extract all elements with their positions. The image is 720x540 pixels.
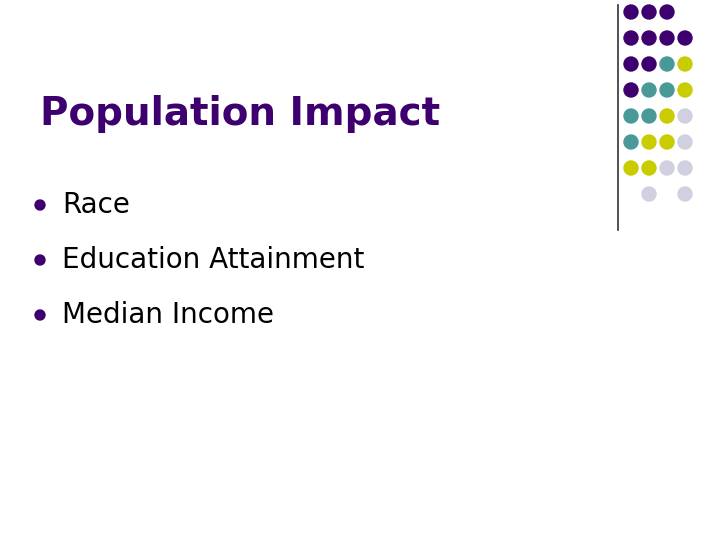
Circle shape [678,135,692,149]
Circle shape [660,161,674,175]
Circle shape [642,187,656,201]
Circle shape [642,57,656,71]
Circle shape [678,161,692,175]
Circle shape [678,57,692,71]
Circle shape [35,200,45,210]
Circle shape [660,135,674,149]
Circle shape [35,255,45,265]
Circle shape [678,83,692,97]
Circle shape [642,31,656,45]
Circle shape [624,135,638,149]
Text: Population Impact: Population Impact [40,95,440,133]
Circle shape [642,83,656,97]
Circle shape [660,5,674,19]
Text: Race: Race [62,191,130,219]
Text: Median Income: Median Income [62,301,274,329]
Circle shape [624,5,638,19]
Circle shape [642,109,656,123]
Circle shape [624,31,638,45]
Circle shape [678,187,692,201]
Circle shape [660,109,674,123]
Circle shape [660,31,674,45]
Circle shape [624,109,638,123]
Text: Education Attainment: Education Attainment [62,246,364,274]
Circle shape [642,161,656,175]
Circle shape [660,83,674,97]
Circle shape [660,57,674,71]
Circle shape [678,109,692,123]
Circle shape [624,83,638,97]
Circle shape [678,31,692,45]
Circle shape [35,310,45,320]
Circle shape [624,161,638,175]
Circle shape [642,5,656,19]
Circle shape [624,57,638,71]
Circle shape [642,135,656,149]
